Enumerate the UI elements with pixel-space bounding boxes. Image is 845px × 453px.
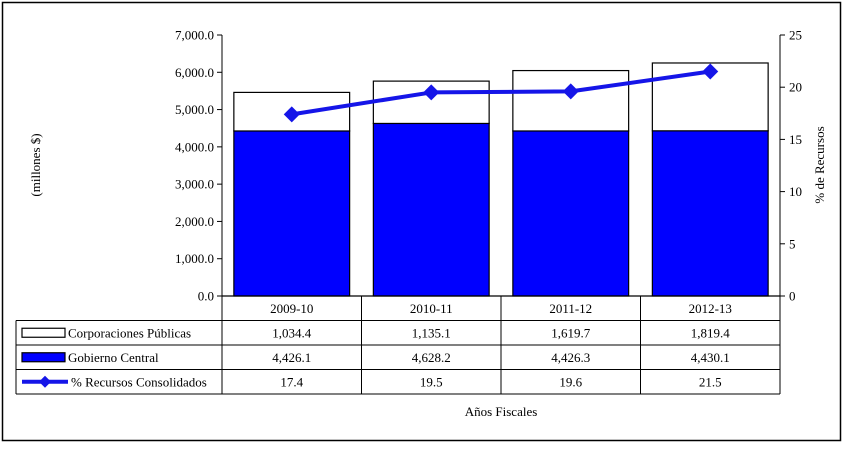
y2-tick-label: 0 [789, 289, 796, 304]
data-table: 2009-10 2010-11 2011-12 2012-13 Corporacione… [15, 295, 781, 395]
bar-gobierno-central [651, 130, 769, 297]
line-recursos-consolidados [291, 69, 711, 117]
table-value: 21.5 [699, 374, 722, 389]
table-value: 4,430.1 [691, 350, 730, 365]
y2-tick-label: 5 [789, 236, 796, 251]
legend-series-name: Gobierno Central [68, 350, 159, 365]
bar-corporaciones-publicas [372, 80, 490, 125]
y2-tick-label: 25 [789, 28, 802, 43]
x-category-label: 2010-11 [410, 301, 453, 316]
table-value: 17.4 [280, 374, 303, 389]
table-value: 1,034.4 [272, 325, 312, 340]
legend-series-name: Corporaciones Públicas [68, 325, 191, 340]
table-value: 19.6 [559, 374, 582, 389]
x-category-label: 2009-10 [270, 301, 313, 316]
y-tick-label: 6,000.0 [175, 65, 214, 80]
y-tick-label: 5,000.0 [175, 102, 214, 117]
y2-tick-label: 15 [789, 132, 802, 147]
y2-tick-label: 20 [789, 80, 802, 95]
legend-key-swatch [21, 352, 66, 363]
bar-corporaciones-publicas [651, 62, 769, 132]
bar-gobierno-central [372, 122, 490, 297]
y-tick-label: 0.0 [198, 289, 214, 304]
table-value: 4,628.2 [412, 350, 451, 365]
bars-group [233, 62, 769, 297]
y2-axis-title: % de Recursos [812, 126, 827, 203]
bar-gobierno-central [233, 130, 351, 297]
y-tick-label: 2,000.0 [175, 214, 214, 229]
line-point-marker [562, 83, 579, 100]
y-tick-label: 3,000.0 [175, 177, 214, 192]
table-value: 1,819.4 [691, 325, 731, 340]
line-point-marker [702, 63, 719, 80]
y2-tick-label: 10 [789, 184, 802, 199]
line-point-marker [423, 84, 440, 101]
y-axis-title: (millones $) [28, 133, 43, 196]
legend-series-name: % Recursos Consolidados [71, 374, 207, 389]
table-value: 4,426.1 [272, 350, 311, 365]
table-value: 1,619.7 [551, 325, 591, 340]
legend-key-marker [39, 375, 51, 388]
y-tick-label: 1,000.0 [175, 251, 214, 266]
table-value: 19.5 [420, 374, 443, 389]
table-value: 4,426.3 [551, 350, 590, 365]
y-tick-label: 7,000.0 [175, 28, 214, 43]
line-point-marker [283, 106, 300, 123]
x-category-label: 2011-12 [549, 301, 592, 316]
y-tick-label: 4,000.0 [175, 139, 214, 154]
bar-gobierno-central [512, 130, 630, 297]
table-value: 1,135.1 [412, 325, 451, 340]
bar-corporaciones-publicas [512, 69, 630, 132]
line-group [283, 63, 719, 123]
x-axis-title: Años Fiscales [465, 404, 538, 419]
legend-key-swatch [21, 327, 66, 338]
x-category-label: 2012-13 [689, 301, 732, 316]
axes-group: 0.0 1,000.0 2,000.0 3,000.0 4,000.0 5,000.0 6,… [175, 28, 802, 304]
